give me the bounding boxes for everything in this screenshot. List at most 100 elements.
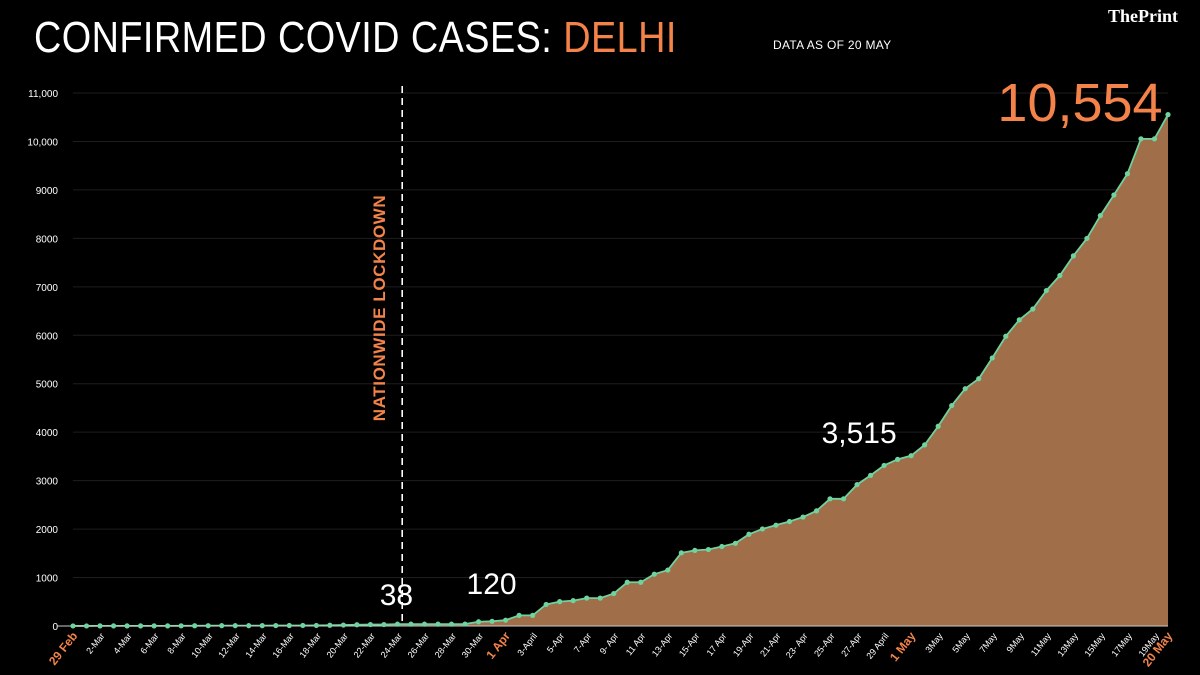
data-point [584,595,590,601]
data-point [530,612,536,618]
data-point [300,622,306,629]
data-point [354,622,360,628]
data-point [867,472,874,479]
x-tick-label: 3-April [515,631,539,658]
data-point [800,514,806,520]
x-tick-label: 21-Apr [758,631,783,658]
data-label-annotation: 120 [467,568,517,601]
data-point [151,623,157,629]
x-tick-label: 26-Mar [406,631,431,660]
data-point [705,546,711,553]
data-point [813,508,820,514]
x-tick-label: 14-Mar [243,631,268,660]
chart-title-main: CONFIRMED COVID CASES: [34,13,564,62]
data-point [192,623,198,629]
data-point [854,482,860,488]
data-point [732,540,739,546]
data-point [759,526,766,532]
data-point [570,598,576,604]
data-point [381,621,387,628]
data-point [313,622,319,629]
data-point [475,619,482,625]
chart-title: CONFIRMED COVID CASES: DELHI [34,10,677,66]
data-point [949,402,955,409]
data-point [908,453,914,459]
y-tick-label: 6000 [36,331,59,342]
data-point [719,543,725,550]
data-point [124,623,130,629]
data-point [1057,272,1063,279]
y-tick-label: 10,000 [27,137,58,148]
x-tick-label: 5May [950,631,972,655]
x-tick-label: 19-Apr [731,631,756,658]
x-tick-label: 9May [1004,631,1026,655]
data-point [922,442,928,448]
data-label-annotation: 38 [380,579,413,612]
data-point [1043,287,1049,294]
data-point [935,423,941,429]
x-tick-label: 1 May [887,629,919,664]
x-tick-label: 22-Mar [352,631,377,660]
x-tick-label: 12-Mar [216,631,241,660]
x-tick-label: 20-Mar [325,631,350,660]
y-tick-label: 2000 [36,525,59,536]
x-tick-label: 7May [977,631,999,655]
data-point [665,567,671,573]
data-as-of-note: DATA AS OF 20 MAY [773,38,892,52]
data-point [340,622,346,628]
data-point [205,623,211,629]
data-point [246,623,252,629]
x-tick-label: 7-Apr [572,631,593,655]
x-tick-label: 13-Apr [650,631,675,658]
data-point [1070,253,1076,259]
y-tick-label: 3000 [36,477,59,488]
data-point [1138,136,1144,142]
x-tick-label: 4-Mar [111,631,133,656]
data-point [259,623,265,629]
data-point [97,623,103,629]
data-point [394,621,401,627]
x-tick-label: 6-Mar [138,631,160,656]
data-point [989,355,995,361]
data-point [502,617,509,623]
data-point [421,621,428,627]
x-tick-label: 2-Mar [84,631,106,656]
x-tick-label: 28-Mar [433,631,458,660]
data-point [327,622,333,628]
x-tick-label: 25-Apr [812,631,837,658]
data-point [165,623,171,629]
data-point [1111,192,1117,198]
data-point [462,621,468,627]
x-tick-label: 24-Mar [379,631,404,660]
data-point [827,496,833,502]
data-point [110,623,117,629]
data-point [489,618,495,624]
y-tick-label: 4000 [36,428,59,439]
lockdown-marker-label: NATIONWIDE LOCKDOWN [370,195,389,421]
data-point [232,623,238,629]
data-point [624,579,630,585]
x-tick-label: 27-Apr [839,631,864,658]
x-tick-label: 3May [923,631,945,655]
data-point [543,601,549,608]
data-point [638,579,644,585]
data-point [976,376,982,382]
y-tick-label: 1000 [36,574,59,585]
data-point [1097,212,1104,219]
theprint-logo: ThePrint [1108,6,1178,26]
x-tick-label: 29 Feb [46,629,80,668]
data-point [83,623,90,629]
data-point [895,456,901,462]
data-label-annotation: 3,515 [822,417,897,450]
x-tick-label: 8-Mar [165,631,187,656]
x-tick-label: 15-Apr [677,631,702,658]
data-point [1084,235,1090,242]
x-tick-label: 5-Apr [545,631,566,655]
data-point [367,621,374,628]
data-point [773,522,779,528]
x-tick-label: 13May [1055,631,1080,659]
cases-area [73,114,1168,627]
data-point [408,621,414,627]
data-point [746,531,752,537]
